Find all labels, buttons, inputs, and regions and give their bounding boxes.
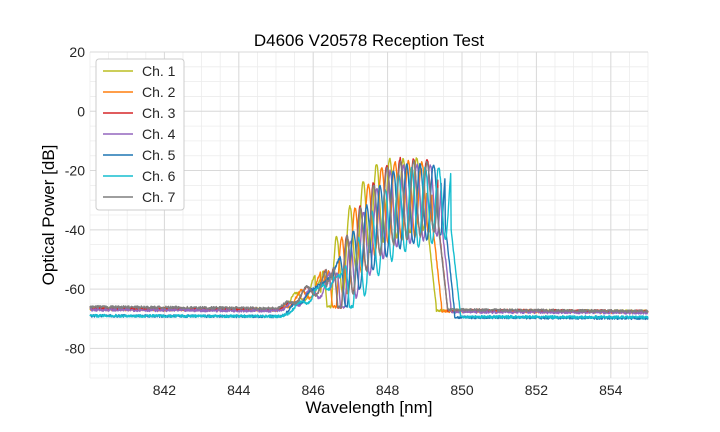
series-line-7 <box>89 159 649 314</box>
x-tick-label: 854 <box>599 382 623 398</box>
y-tick-label: -20 <box>65 163 85 179</box>
y-tick-label: -40 <box>65 222 85 238</box>
x-tick-label: 846 <box>302 382 326 398</box>
chart-title: D4606 V20578 Reception Test <box>254 31 485 50</box>
series-layer <box>89 156 649 321</box>
x-tick-label: 850 <box>450 382 474 398</box>
y-axis-label: Optical Power [dB] <box>39 145 58 286</box>
x-axis-label: Wavelength [nm] <box>306 398 433 417</box>
x-tick-labels: 842 844 846 848 850 852 854 <box>153 382 623 398</box>
legend-label: Ch. 5 <box>142 147 176 163</box>
legend-label: Ch. 1 <box>142 63 176 79</box>
legend: Ch. 1 Ch. 2 Ch. 3 Ch. 4 Ch. 5 Ch. 6 Ch. 7 <box>95 58 185 211</box>
y-tick-label: 0 <box>77 103 85 119</box>
y-tick-label: 20 <box>69 44 85 60</box>
x-tick-label: 848 <box>376 382 400 398</box>
y-tick-label: -80 <box>65 340 85 356</box>
legend-label: Ch. 2 <box>142 84 176 100</box>
legend-box <box>95 58 185 211</box>
x-tick-label: 844 <box>227 382 251 398</box>
legend-label: Ch. 7 <box>142 189 176 205</box>
y-tick-labels: 20 0 -20 -40 -60 -80 <box>65 44 85 356</box>
legend-label: Ch. 3 <box>142 105 176 121</box>
legend-label: Ch. 4 <box>142 126 176 142</box>
legend-label: Ch. 6 <box>142 168 176 184</box>
x-tick-label: 842 <box>153 382 177 398</box>
y-tick-label: -60 <box>65 281 85 297</box>
series-line-4 <box>89 163 649 315</box>
x-tick-label: 852 <box>525 382 549 398</box>
